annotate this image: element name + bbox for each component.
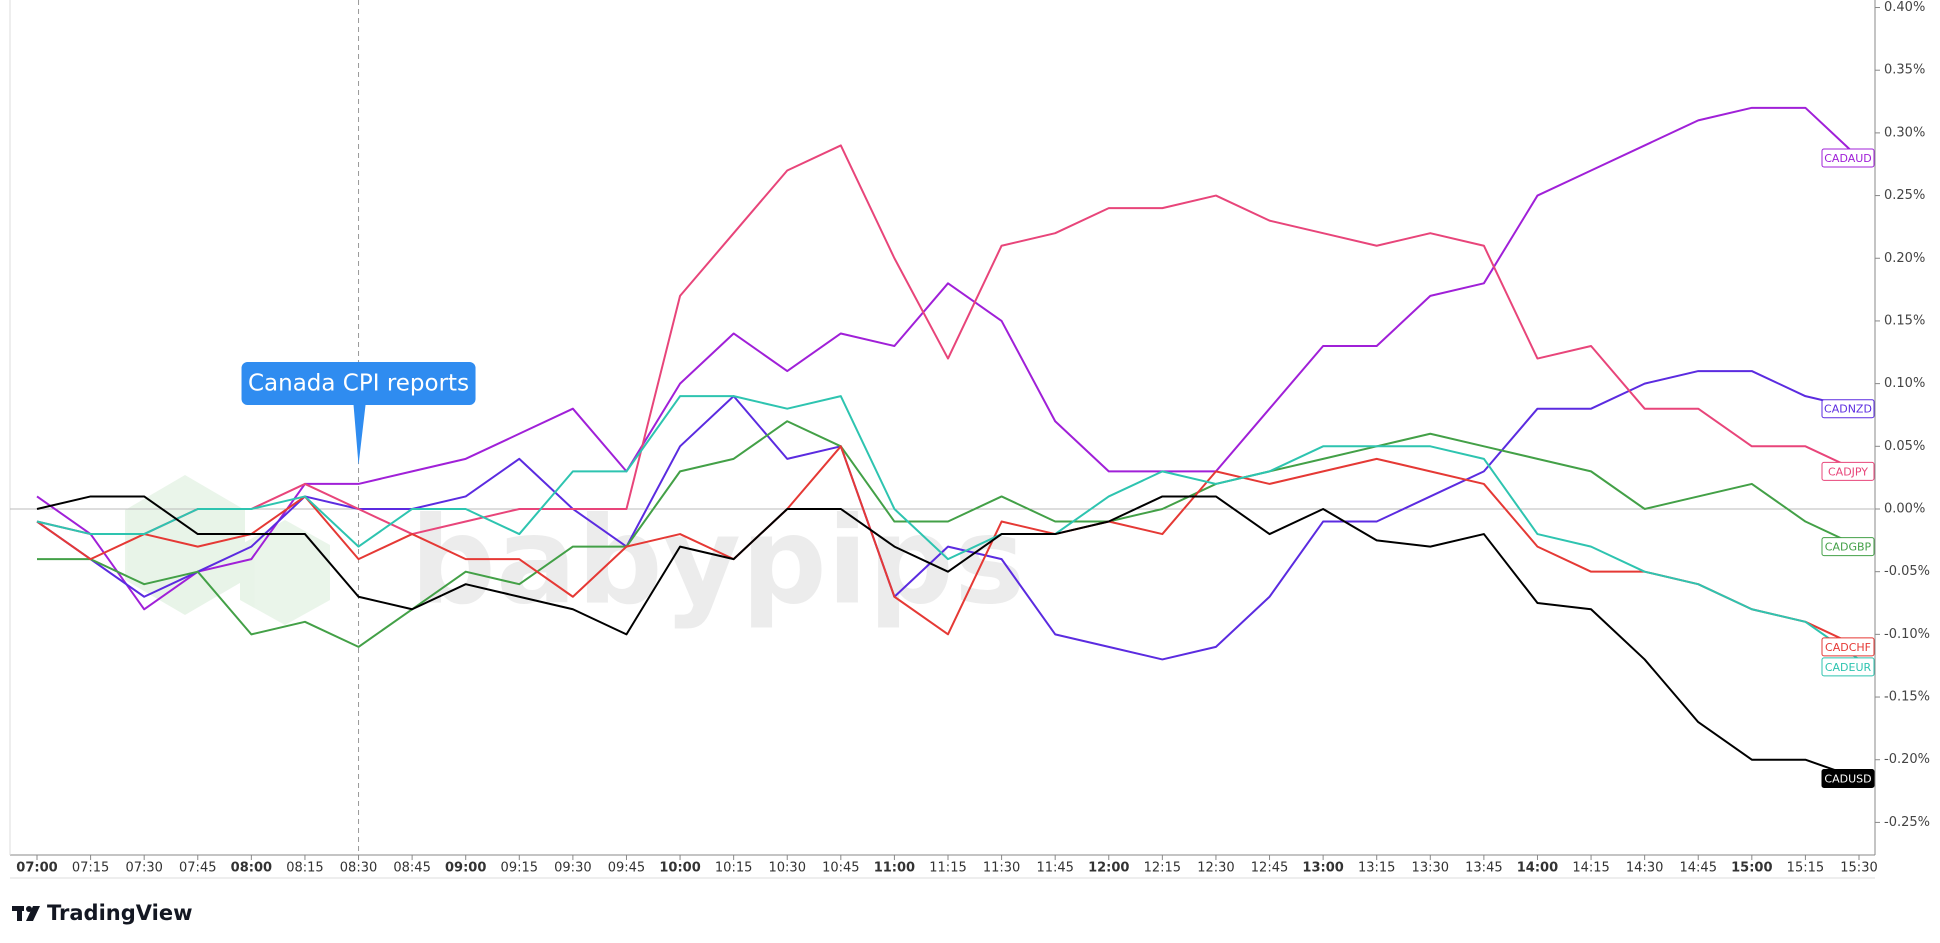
y-tick-label: 0.40%	[1884, 0, 1925, 15]
legend-item: CADAUD	[1821, 148, 1875, 168]
x-tick-label: 12:30	[1197, 861, 1234, 876]
x-tick-label: 10:45	[822, 861, 859, 876]
x-tick-label: 14:15	[1572, 861, 1609, 876]
x-tick-label: 11:45	[1036, 861, 1073, 876]
footer-logo	[12, 906, 40, 921]
x-tick-label: 08:45	[393, 861, 430, 876]
x-tick-label: 14:45	[1680, 861, 1717, 876]
x-tick-label: 08:00	[231, 861, 272, 876]
x-tick-label: 08:30	[340, 861, 377, 876]
x-tick-label: 12:00	[1088, 861, 1129, 876]
y-tick-label: -0.15%	[1884, 690, 1930, 705]
y-tick-label: 0.00%	[1884, 501, 1925, 516]
footer: TradingView	[47, 901, 192, 925]
x-tick-label: 13:15	[1358, 861, 1395, 876]
legend-label: CADAUD	[1824, 152, 1872, 165]
x-tick-label: 15:00	[1731, 861, 1772, 876]
legend-box	[1821, 461, 1875, 481]
x-tick-label: 10:15	[715, 861, 752, 876]
series-line	[36, 445, 1860, 648]
legend-box	[1821, 769, 1875, 789]
legend-item: CADJPY	[1821, 461, 1875, 481]
x-tick-label: 10:30	[769, 861, 806, 876]
series-line	[36, 370, 1860, 661]
x-tick-label: 07:00	[16, 861, 57, 876]
y-tick-label: 0.10%	[1884, 376, 1925, 391]
y-tick-label: 0.20%	[1884, 251, 1925, 266]
annotation: Canada CPI reports	[248, 371, 469, 397]
series-line	[36, 395, 1860, 661]
legend-box	[1821, 399, 1875, 419]
series-line	[37, 420, 1860, 648]
x-tick-label: 13:30	[1412, 861, 1449, 876]
legend-item: CADCHF	[1821, 637, 1875, 657]
legend-label: CADJPY	[1828, 465, 1868, 478]
y-tick-label: -0.05%	[1884, 564, 1930, 579]
legend-box	[1821, 637, 1875, 657]
x-tick-label: 08:15	[286, 861, 323, 876]
watermark-logo	[125, 475, 330, 625]
legend-label: CADUSD	[1824, 773, 1871, 786]
legend-item: CADUSD	[1821, 769, 1875, 789]
annotation-callout	[241, 362, 476, 465]
x-tick-label: 15:30	[1840, 861, 1877, 876]
x-tick-label: 15:15	[1787, 861, 1824, 876]
series-line	[36, 495, 1860, 780]
y-tick-label: -0.20%	[1884, 752, 1930, 767]
x-tick-label: 09:00	[445, 861, 486, 876]
x-tick-label: 14:00	[1517, 861, 1558, 876]
y-tick-label: 0.15%	[1884, 313, 1925, 328]
series-line	[36, 106, 1860, 611]
watermark: babypips	[410, 493, 1025, 632]
x-tick-label: 07:15	[72, 861, 109, 876]
x-tick-label: 13:00	[1302, 861, 1343, 876]
x-tick-label: 14:30	[1626, 861, 1663, 876]
series-line	[36, 144, 1860, 536]
legend-label: CADCHF	[1825, 641, 1871, 654]
x-tick-label: 09:30	[554, 861, 591, 876]
legend-item: CADGBP	[1821, 537, 1875, 557]
y-tick-label: 0.25%	[1884, 188, 1925, 203]
legend-item: CADNZD	[1821, 399, 1875, 419]
y-tick-label: -0.10%	[1884, 627, 1930, 642]
y-tick-label: 0.35%	[1884, 63, 1925, 78]
legend-label: CADEUR	[1825, 661, 1872, 674]
x-tick-label: 13:45	[1465, 861, 1502, 876]
y-tick-label: 0.05%	[1884, 439, 1925, 454]
y-tick-label: -0.25%	[1884, 815, 1930, 830]
x-tick-label: 12:45	[1251, 861, 1288, 876]
legend-box	[1821, 148, 1875, 168]
legend-label: CADGBP	[1825, 541, 1872, 554]
x-tick-label: 12:15	[1144, 861, 1181, 876]
legend-box	[1821, 537, 1875, 557]
x-tick-label: 11:00	[874, 861, 915, 876]
legend-box	[1821, 657, 1875, 677]
x-tick-label: 07:30	[125, 861, 162, 876]
x-tick-label: 10:00	[659, 861, 700, 876]
x-tick-label: 09:15	[501, 861, 538, 876]
x-tick-label: 09:45	[608, 861, 645, 876]
x-tick-label: 11:15	[929, 861, 966, 876]
legend-label: CADNZD	[1824, 403, 1872, 416]
x-tick-label: 11:30	[983, 861, 1020, 876]
legend-item: CADEUR	[1821, 657, 1875, 677]
y-tick-label: 0.30%	[1884, 125, 1925, 140]
x-tick-label: 07:45	[179, 861, 216, 876]
